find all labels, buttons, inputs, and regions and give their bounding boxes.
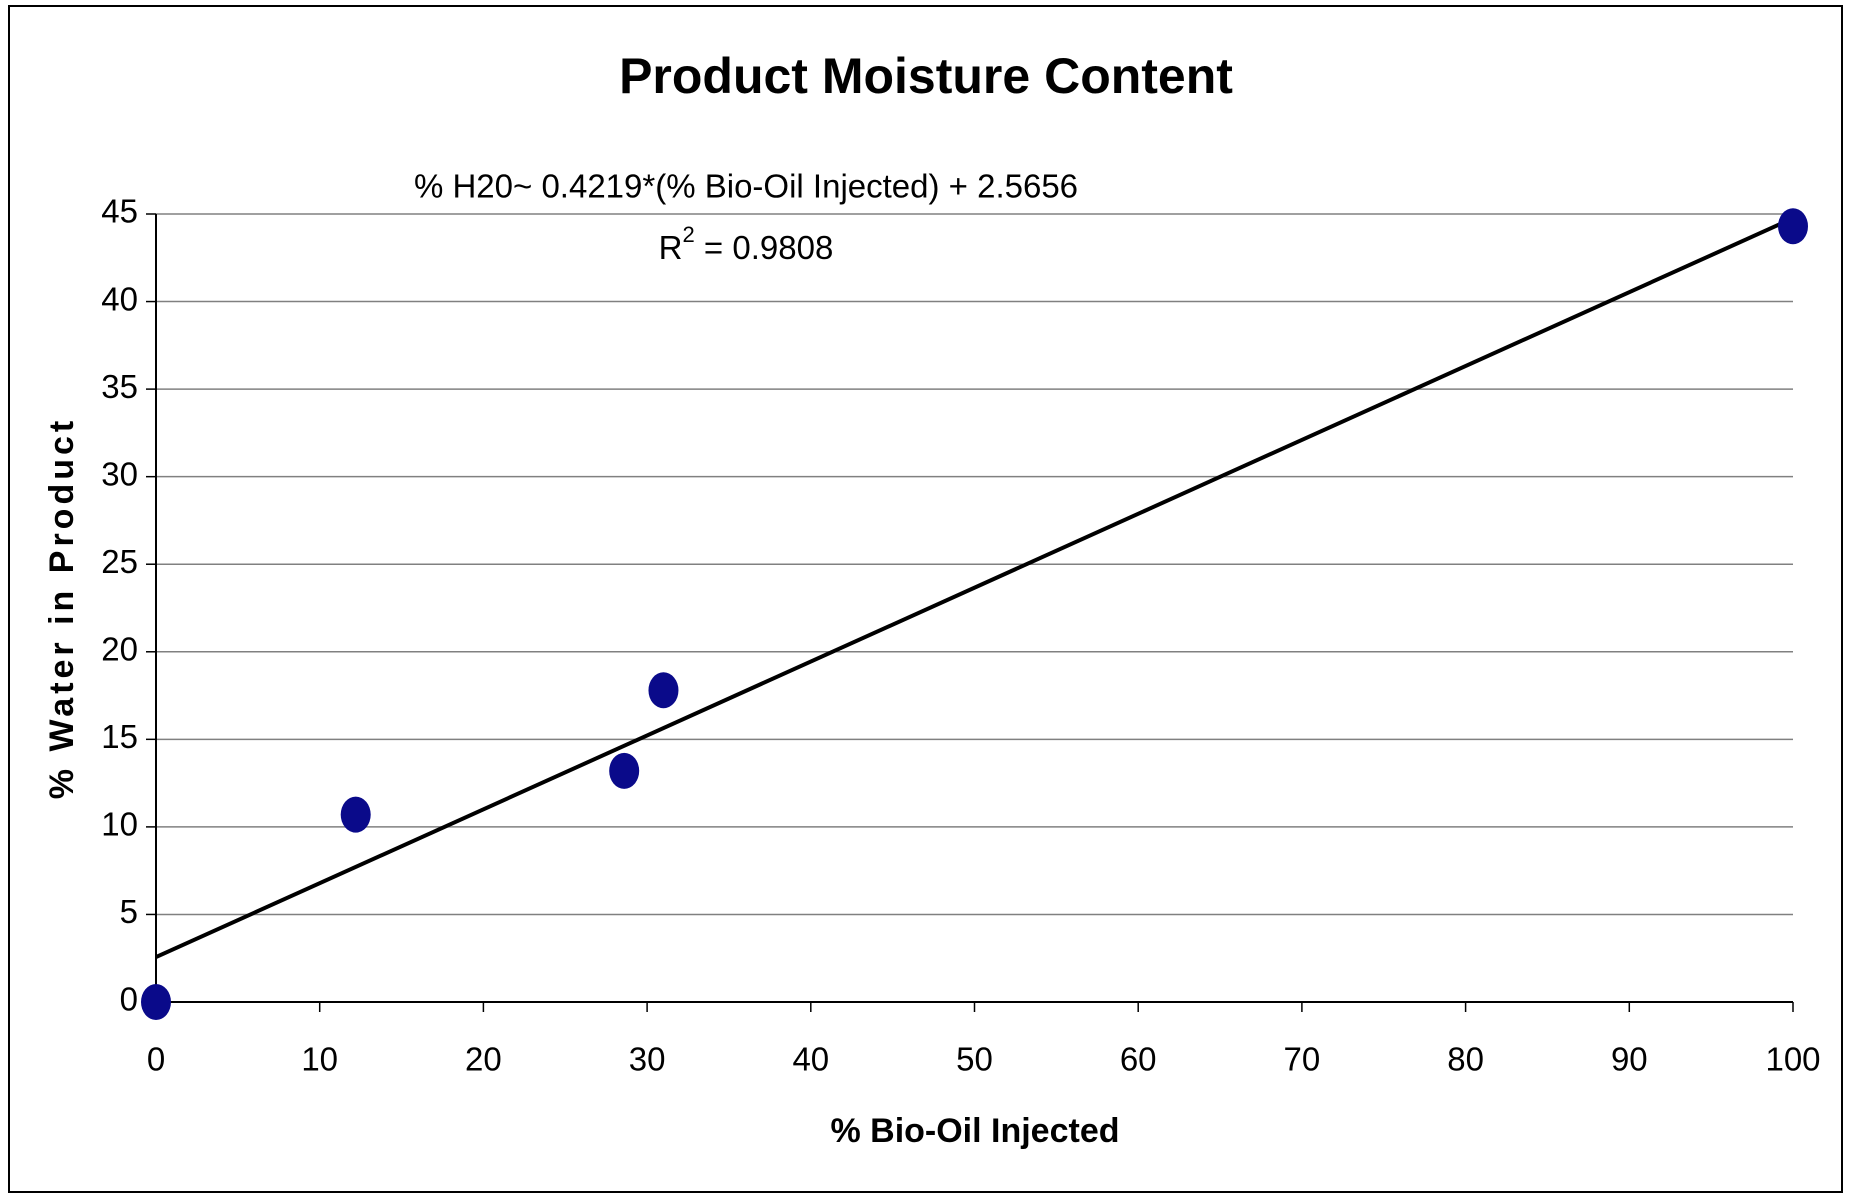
- x-tick-label: 90: [1611, 1041, 1648, 1078]
- trendline: [155, 216, 1794, 959]
- r2-base: R: [659, 229, 683, 266]
- y-tick-label: 30: [101, 455, 138, 492]
- y-tick-label: 10: [101, 806, 138, 843]
- x-axis-label: % Bio-Oil Injected: [830, 1112, 1119, 1150]
- chart-title: Product Moisture Content: [619, 48, 1233, 104]
- r2-annotation: R2 = 0.9808: [659, 222, 834, 266]
- r2-rest: = 0.9808: [695, 229, 834, 266]
- y-tick-label: 25: [101, 543, 138, 580]
- y-tick-label: 15: [101, 718, 138, 755]
- x-tick-label: 30: [629, 1041, 666, 1078]
- data-point: [648, 672, 679, 709]
- data-point: [141, 984, 171, 1020]
- x-tick-label: 100: [1765, 1041, 1820, 1078]
- data-point: [340, 796, 371, 833]
- x-tick-label: 70: [1284, 1041, 1321, 1078]
- chart-border: [8, 5, 1843, 1193]
- r2-sup: 2: [683, 222, 695, 247]
- x-tick-label: 60: [1120, 1041, 1157, 1078]
- y-tick-label: 35: [101, 368, 138, 405]
- y-tick-label: 40: [101, 280, 138, 317]
- x-tick-label: 0: [147, 1041, 165, 1078]
- x-tick-label: 20: [465, 1041, 502, 1078]
- y-tick-label: 20: [101, 630, 138, 667]
- y-axis-label: % Water in Product: [43, 417, 81, 799]
- data-point: [609, 752, 640, 789]
- x-tick-label: 10: [301, 1041, 338, 1078]
- y-tick-label: 45: [101, 193, 138, 230]
- y-tick-label: 0: [120, 981, 138, 1018]
- x-tick-label: 40: [792, 1041, 829, 1078]
- x-tick-label: 80: [1447, 1041, 1484, 1078]
- y-tick-label: 5: [120, 893, 138, 930]
- x-tick-label: 50: [956, 1041, 993, 1078]
- data-point: [1778, 208, 1808, 245]
- equation-annotation: % H20~ 0.4219*(% Bio-Oil Injected) + 2.5…: [414, 168, 1078, 205]
